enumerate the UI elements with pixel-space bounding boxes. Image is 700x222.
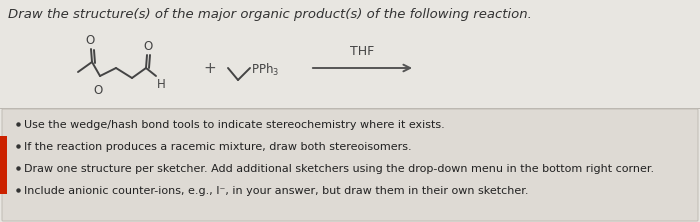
Bar [0,136,7,194]
Text: Include anionic counter-ions, e.g., I⁻, in your answer, but draw them in their o: Include anionic counter-ions, e.g., I⁻, … [24,186,528,196]
Text: PPh$_3$: PPh$_3$ [251,62,279,78]
Text: O: O [85,34,94,47]
Text: Draw the structure(s) of the major organic product(s) of the following reaction.: Draw the structure(s) of the major organ… [8,8,532,21]
Text: If the reaction produces a racemic mixture, draw both stereoisomers.: If the reaction produces a racemic mixtu… [24,142,412,152]
Text: THF: THF [351,45,374,58]
FancyBboxPatch shape [2,109,698,221]
Text: O: O [93,84,103,97]
Text: Use the wedge/hash bond tools to indicate stereochemistry where it exists.: Use the wedge/hash bond tools to indicat… [24,120,444,130]
Text: +: + [204,61,216,75]
Text: Draw one structure per sketcher. Add additional sketchers using the drop-down me: Draw one structure per sketcher. Add add… [24,164,654,174]
Text: H: H [157,78,166,91]
Text: O: O [144,40,153,53]
